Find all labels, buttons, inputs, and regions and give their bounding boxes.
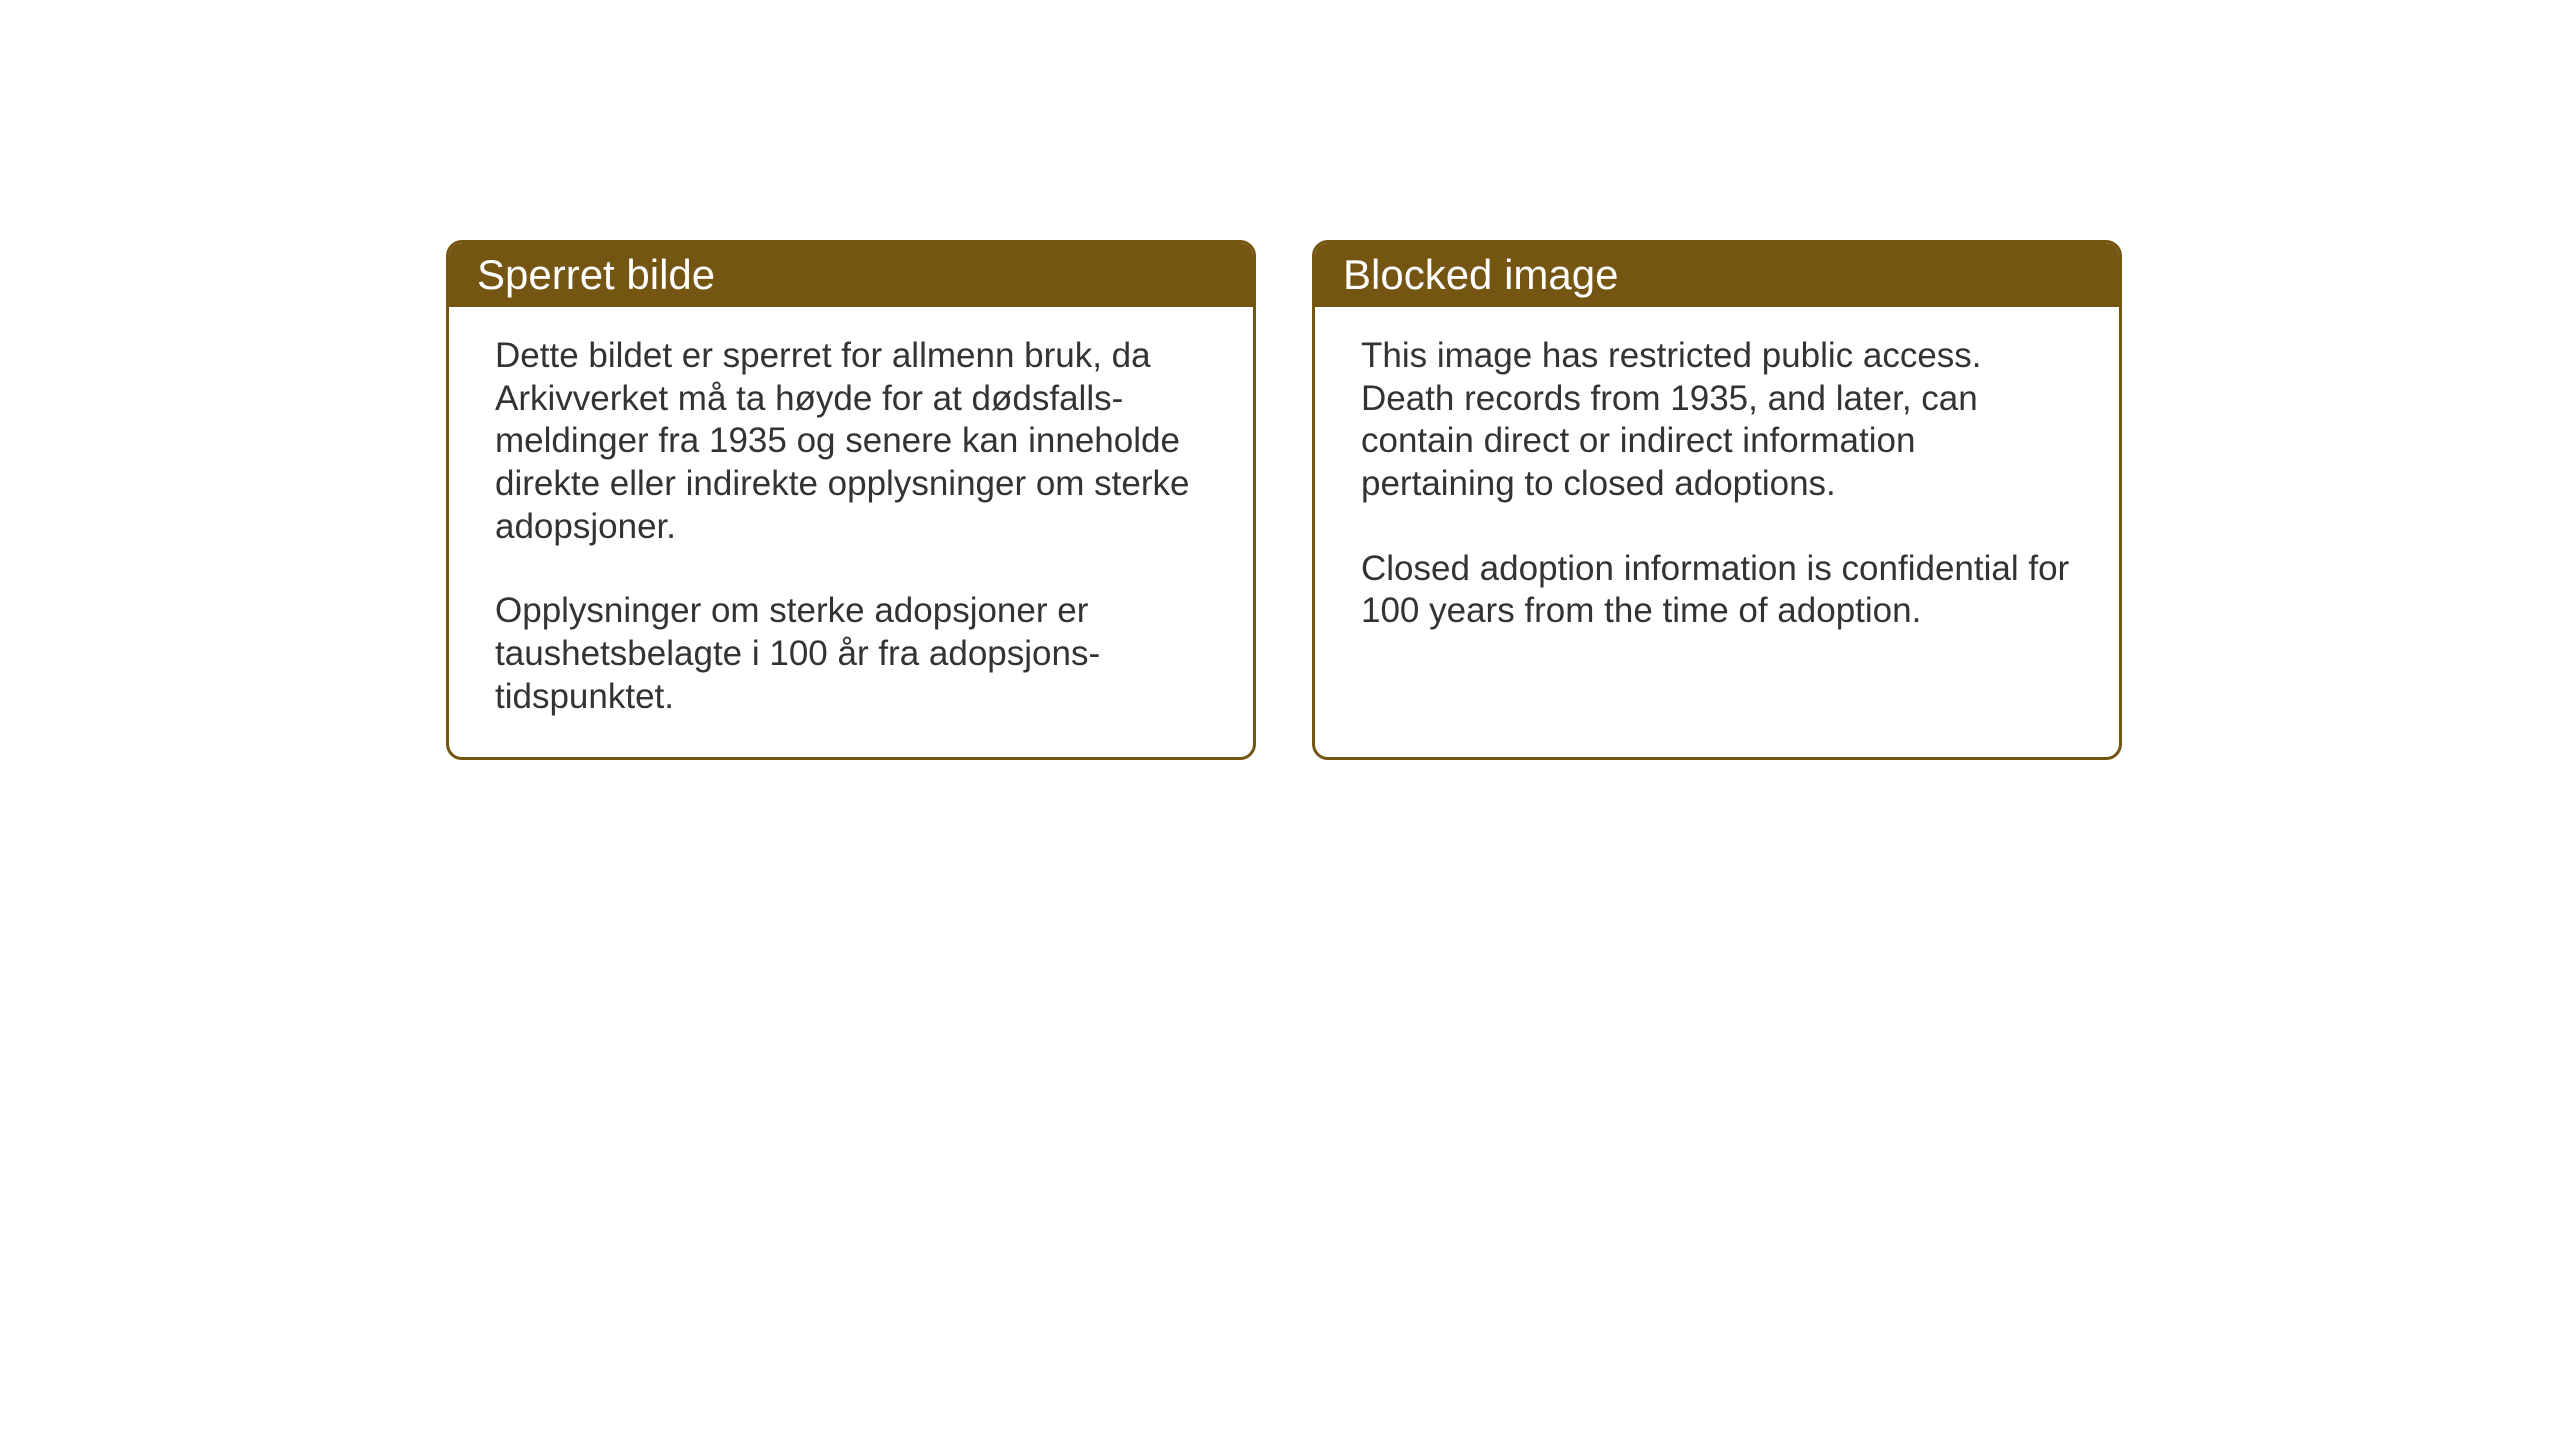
card-header-norwegian: Sperret bilde [449, 243, 1253, 307]
notice-card-english: Blocked image This image has restricted … [1312, 240, 2122, 760]
card-header-english: Blocked image [1315, 243, 2119, 307]
card-title-norwegian: Sperret bilde [477, 251, 715, 298]
paragraph-norwegian-2: Opplysninger om sterke adopsjoner er tau… [495, 590, 1207, 718]
card-body-english: This image has restricted public access.… [1315, 307, 2119, 671]
notice-card-norwegian: Sperret bilde Dette bildet er sperret fo… [446, 240, 1256, 760]
card-title-english: Blocked image [1343, 251, 1618, 298]
notice-container: Sperret bilde Dette bildet er sperret fo… [446, 240, 2122, 760]
paragraph-english-1: This image has restricted public access.… [1361, 335, 2073, 506]
paragraph-norwegian-1: Dette bildet er sperret for allmenn bruk… [495, 335, 1207, 548]
paragraph-english-2: Closed adoption information is confident… [1361, 548, 2073, 633]
card-body-norwegian: Dette bildet er sperret for allmenn bruk… [449, 307, 1253, 757]
